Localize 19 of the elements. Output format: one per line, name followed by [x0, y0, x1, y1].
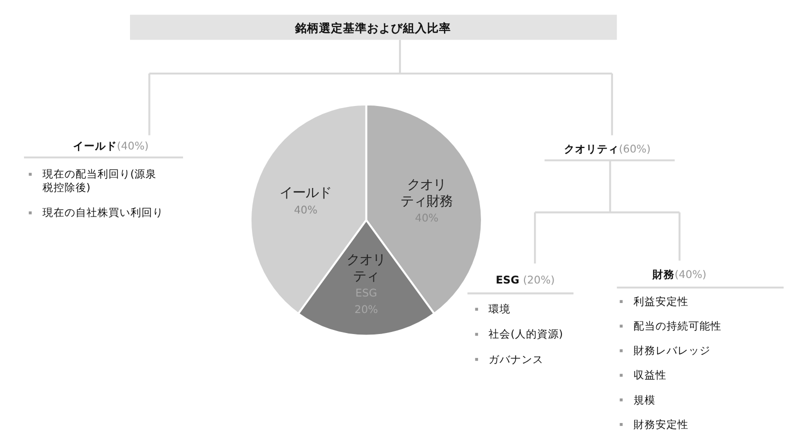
slice-label: クオリティ財務 [400, 176, 453, 210]
text: 財務レバレッジ [633, 345, 710, 358]
text: ESG (20%) [496, 274, 555, 287]
slice-label: イールド [280, 185, 332, 202]
text: イールド(40%) [72, 140, 149, 153]
data-label: 40% [294, 204, 318, 216]
text: 利益安定性 [633, 294, 688, 308]
text: 社会(人的資源) [488, 328, 563, 341]
text: 財務(40%) [652, 268, 706, 281]
chart-title: 銘柄選定基準および組入比率 [294, 21, 451, 36]
text: 配当の持続可能性 [633, 320, 722, 333]
text: 規模 [633, 394, 656, 406]
text: 現在の配当利回り(源泉税控除後) [42, 168, 156, 194]
text: ガバナンス [488, 354, 544, 366]
text: 収益性 [633, 368, 666, 382]
text: 現在の自社株買い利回り [42, 206, 164, 220]
text: 財務安定性 [633, 418, 688, 431]
text: クオリティ(60%) [564, 144, 651, 156]
text: 環境 [488, 302, 511, 316]
